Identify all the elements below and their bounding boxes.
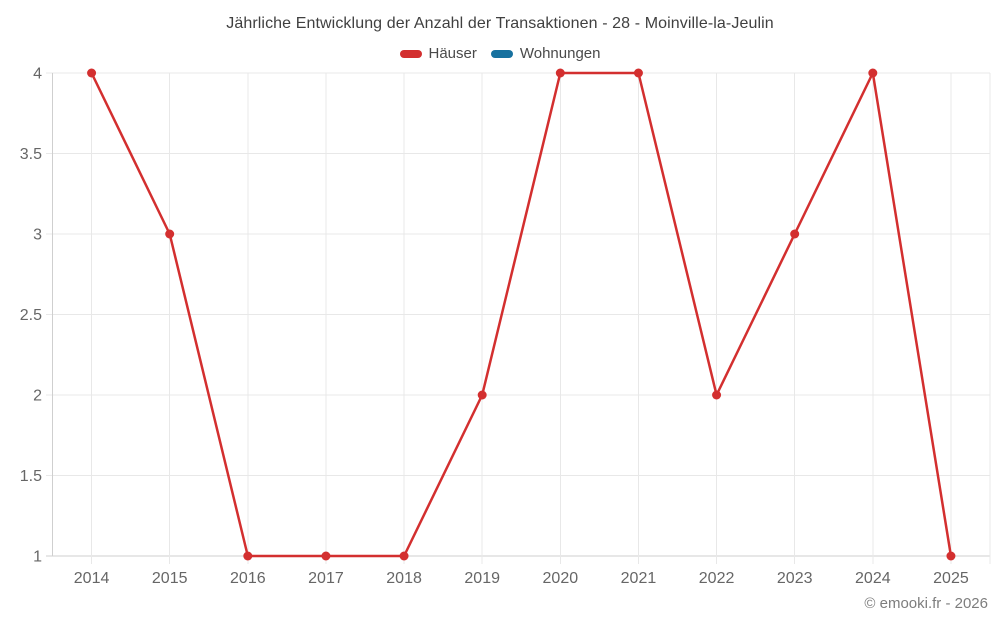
x-tick-label: 2024	[855, 570, 891, 587]
y-tick-label: 1.5	[20, 468, 42, 485]
data-point-häuser-2021[interactable]	[633, 68, 643, 78]
x-tick-label: 2019	[464, 570, 500, 587]
legend-label-haeuser: Häuser	[428, 45, 477, 62]
y-tick-label: 2	[33, 388, 42, 405]
chart-title: Jährliche Entwicklung der Anzahl der Tra…	[226, 15, 774, 32]
x-tick-label: 2023	[777, 570, 813, 587]
data-point-häuser-2018[interactable]	[399, 551, 409, 561]
y-tick-label: 3	[33, 227, 42, 244]
y-tick-label: 3.5	[20, 146, 42, 163]
y-tick-label: 2.5	[20, 307, 42, 324]
x-tick-label: 2014	[74, 570, 110, 587]
data-point-häuser-2019[interactable]	[477, 390, 487, 400]
data-point-häuser-2015[interactable]	[165, 229, 175, 239]
x-tick-label: 2020	[543, 570, 579, 587]
x-tick-label: 2017	[308, 570, 344, 587]
x-tick-label: 2021	[621, 570, 657, 587]
x-tick-label: 2015	[152, 570, 188, 587]
footer-credit: © emooki.fr - 2026	[864, 595, 988, 612]
x-tick-label: 2025	[933, 570, 969, 587]
data-point-häuser-2017[interactable]	[321, 551, 331, 561]
legend-item-haeuser[interactable]: Häuser	[399, 45, 477, 62]
legend: Häuser Wohnungen	[0, 45, 1000, 62]
y-tick-label: 4	[33, 66, 42, 83]
legend-item-wohnungen[interactable]: Wohnungen	[490, 45, 601, 62]
data-point-häuser-2024[interactable]	[868, 68, 878, 78]
data-point-häuser-2014[interactable]	[87, 68, 97, 78]
data-point-häuser-2022[interactable]	[712, 390, 722, 400]
series-line-häuser	[90, 71, 953, 558]
data-point-häuser-2025[interactable]	[946, 551, 956, 561]
legend-swatch-haeuser-icon	[399, 49, 422, 58]
legend-swatch-wohnungen-icon	[490, 49, 513, 58]
x-tick-label: 2022	[699, 570, 735, 587]
data-point-häuser-2023[interactable]	[790, 229, 800, 239]
data-point-häuser-2016[interactable]	[243, 551, 253, 561]
x-tick-label: 2016	[230, 570, 266, 587]
data-point-häuser-2020[interactable]	[555, 68, 565, 78]
y-tick-label: 1	[33, 549, 42, 566]
x-tick-label: 2018	[386, 570, 422, 587]
legend-label-wohnungen: Wohnungen	[519, 45, 601, 62]
